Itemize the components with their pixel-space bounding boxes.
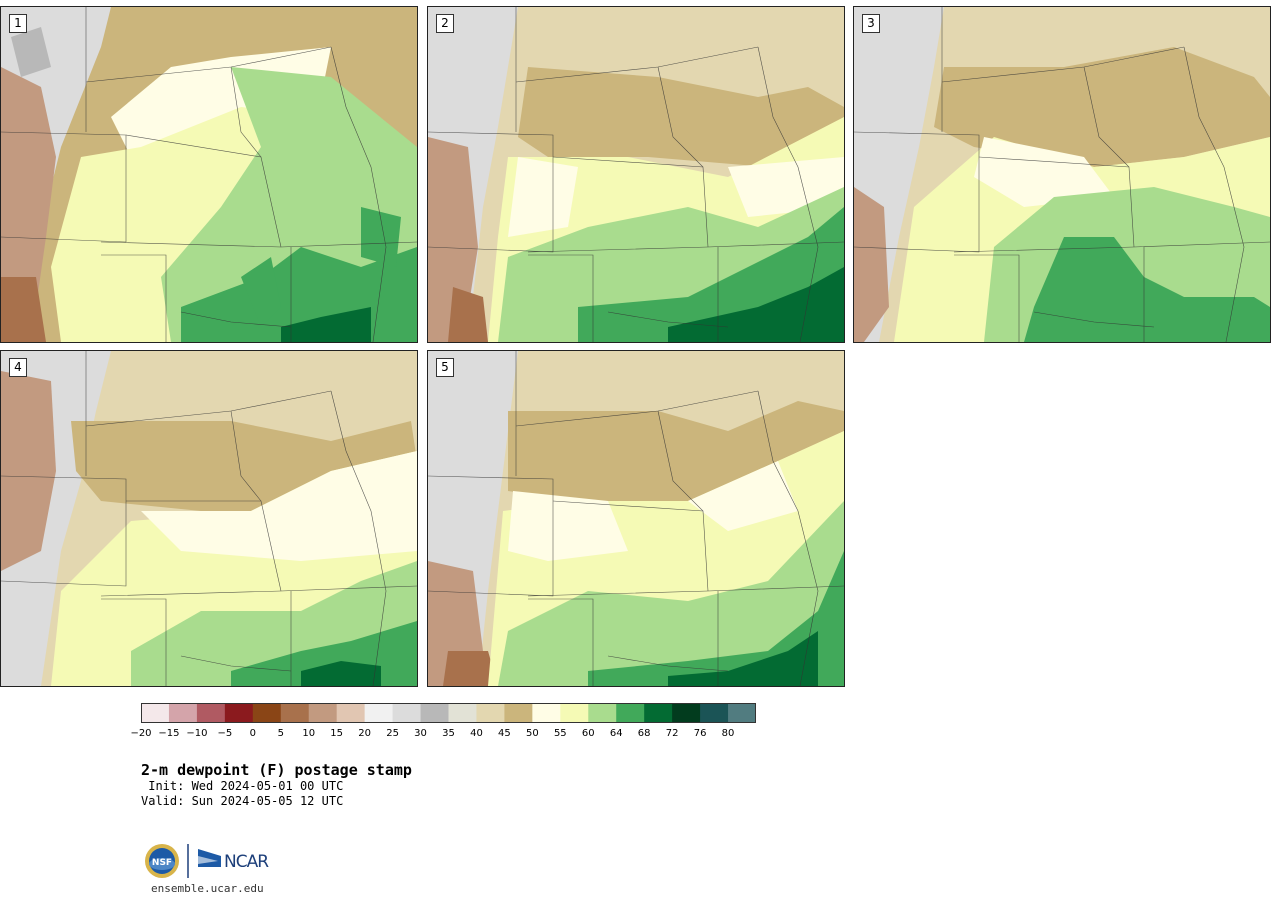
- ncar-logo: NCAR: [198, 849, 270, 872]
- colorbar-tick-label: 15: [330, 728, 344, 739]
- colorbar-tick-label: 10: [302, 728, 316, 739]
- colorbar-swatch: [700, 703, 729, 723]
- colorbar-swatch: [616, 703, 645, 723]
- nsf-logo: NSF: [145, 844, 179, 878]
- colorbar-swatch: [728, 703, 756, 723]
- colorbar-swatch: [280, 703, 310, 723]
- init-time: Init: Wed 2024-05-01 00 UTC: [141, 779, 344, 793]
- dewpoint-colorbar: [141, 703, 756, 723]
- dewpoint-map-4: [1, 351, 417, 686]
- colorbar-swatch: [504, 703, 533, 723]
- colorbar-tick-label: −10: [186, 728, 208, 739]
- colorbar-swatch: [476, 703, 505, 723]
- ensemble-member-panel-3: 3: [853, 6, 1271, 343]
- colorbar-swatch: [364, 703, 394, 723]
- colorbar-tick-label: 60: [581, 728, 595, 739]
- colorbar-tick-label: 55: [553, 728, 567, 739]
- panel-number-label: 2: [436, 14, 454, 33]
- panel-number-label: 5: [436, 358, 454, 377]
- colorbar-swatch: [532, 703, 561, 723]
- panel-number-label: 3: [862, 14, 880, 33]
- colorbar-swatch: [336, 703, 366, 723]
- panel-number-label: 1: [9, 14, 27, 33]
- colorbar-swatch: [644, 703, 673, 723]
- colorbar-border: [141, 703, 756, 723]
- colorbar-tick-label: 45: [498, 728, 511, 739]
- colorbar-tick-label: −5: [217, 728, 233, 739]
- valid-time: Valid: Sun 2024-05-05 12 UTC: [141, 794, 344, 808]
- ensemble-member-panel-1: 1: [0, 6, 418, 343]
- colorbar-swatch: [168, 703, 198, 723]
- colorbar-swatch: [196, 703, 226, 723]
- ncar-logo-text: NCAR: [224, 852, 269, 872]
- dewpoint-map-1: [1, 7, 417, 342]
- colorbar-tick-label: 72: [665, 728, 679, 739]
- colorbar-tick-label: 25: [386, 728, 399, 739]
- colorbar-tick-label: 50: [525, 728, 539, 739]
- nsf-ncar-logo: NSF NCAR: [145, 844, 270, 878]
- colorbar-swatch: [141, 703, 170, 723]
- colorbar-swatch: [672, 703, 701, 723]
- nsf-logo-text: NSF: [152, 858, 172, 868]
- colorbar-tick-label: 40: [470, 728, 483, 739]
- colorbar-swatch: [308, 703, 338, 723]
- colorbar-swatch: [224, 703, 254, 723]
- colorbar-tick-label: 35: [442, 728, 455, 739]
- ensemble-member-panel-5: 5: [427, 350, 845, 687]
- colorbar-tick-label: −15: [158, 728, 180, 739]
- colorbar-swatch: [252, 703, 282, 723]
- dewpoint-map-3: [854, 7, 1270, 342]
- colorbar-tick-label: 30: [414, 728, 427, 739]
- colorbar-tick-label: 76: [693, 728, 707, 739]
- dewpoint-map-5: [428, 351, 844, 686]
- colorbar-tick-label: 20: [358, 728, 371, 739]
- colorbar-tick-label: 0: [249, 728, 256, 739]
- colorbar-tick-label: 64: [609, 728, 623, 739]
- plot-title: 2-m dewpoint (F) postage stamp: [141, 761, 412, 779]
- colorbar-swatch: [448, 703, 477, 723]
- colorbar-swatch: [392, 703, 422, 723]
- ensemble-member-panel-4: 4: [0, 350, 418, 687]
- colorbar-swatch: [588, 703, 617, 723]
- panel-number-label: 4: [9, 358, 27, 377]
- colorbar-tick-label: 5: [277, 728, 284, 739]
- colorbar-tick-label: 80: [721, 728, 735, 739]
- dewpoint-map-2: [428, 7, 844, 342]
- footer-url: ensemble.ucar.edu: [151, 882, 264, 895]
- colorbar-swatch: [420, 703, 449, 723]
- colorbar-swatch: [560, 703, 589, 723]
- colorbar-tick-label: 68: [637, 728, 651, 739]
- colorbar-tick-label: −20: [130, 728, 152, 739]
- ensemble-member-panel-2: 2: [427, 6, 845, 343]
